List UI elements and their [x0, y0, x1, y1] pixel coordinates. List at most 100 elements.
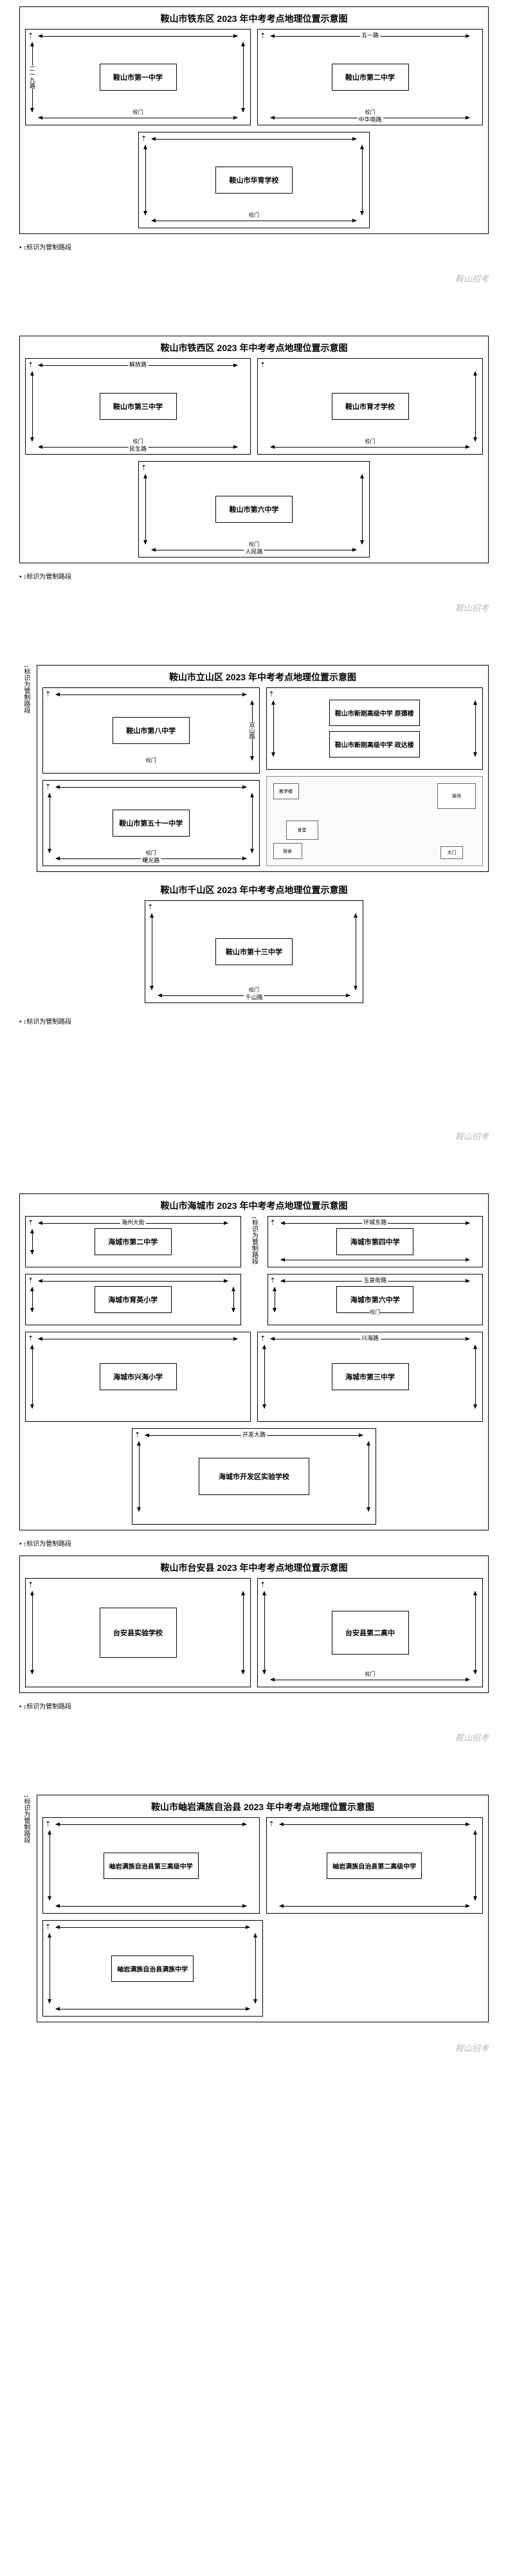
road-label: 五一路: [360, 31, 380, 39]
map-box: ⇡ 开发大路 海城市开发区实验学校: [132, 1428, 376, 1525]
school-name: 鞍山市第八中学: [113, 717, 190, 744]
gate-label: 校门: [146, 757, 156, 764]
compass-icon: ⇡: [260, 32, 266, 40]
legend: ↕标识为管制路段: [19, 1015, 489, 1027]
gate-label: 校门: [146, 849, 156, 857]
gate-label: 校门: [249, 212, 259, 219]
map-box: ⇡ 台安县第二高中 校门: [257, 1578, 483, 1687]
map-box: ⇡ 海州大街 海城市第二中学: [25, 1216, 241, 1267]
map-box: ⇡ 鞍山市华育学校 校门: [138, 132, 370, 228]
map-box: ⇡ 海城市兴海小学: [25, 1332, 251, 1422]
school-name: 岫岩满族自治县第三高级中学: [104, 1853, 199, 1879]
gate-label: 校门: [133, 438, 143, 445]
school-name: 海城市开发区实验学校: [199, 1458, 309, 1495]
compass-icon: ⇡: [260, 1334, 266, 1343]
compass-icon: ⇡: [45, 783, 51, 791]
school-name: 台安县实验学校: [100, 1608, 177, 1658]
road-label: 人民路: [244, 547, 264, 556]
map-box: ⇡ 岫岩满族自治县第三高级中学: [42, 1817, 260, 1914]
compass-icon: ⇡: [147, 903, 153, 911]
row: ⇡ 解放路 民生路 鞍山市第三中学 校门 ⇡ 鞍山市育才学校 校门: [25, 358, 483, 455]
map-box: ⇡ 人民路 鞍山市第六中学 校门: [138, 461, 370, 558]
title-tiexi: 鞍山市铁西区 2023 年中考考点地理位置示意图: [25, 341, 483, 354]
road-label: 曙光路: [141, 856, 161, 864]
multi-school: 鞍山市新刚高级中学 原德楼 鞍山市新刚高级中学 政达楼: [329, 700, 420, 757]
title-haicheng: 鞍山市海城市 2023 年中考考点地理位置示意图: [25, 1199, 483, 1212]
map-box: ⇡ 鞍山市新刚高级中学 原德楼 鞍山市新刚高级中学 政达楼: [266, 687, 484, 770]
compass-icon: ⇡: [270, 1276, 276, 1285]
school-name: 鞍山市第三中学: [100, 393, 177, 420]
school-name: 海城市兴海小学: [100, 1363, 177, 1390]
compass-icon: ⇡: [28, 1581, 33, 1589]
map-box: ⇡ 玉泉街路 海城市第六中学 校门: [268, 1274, 484, 1325]
map-box: ⇡ 双山路 鞍山市第八中学 校门: [42, 687, 260, 774]
school-name: 海城市第二中学: [95, 1228, 172, 1255]
compass-icon: ⇡: [141, 464, 147, 472]
row: ⇡ 人民路 鞍山市第六中学 校门: [25, 461, 483, 558]
compass-icon: ⇡: [270, 1219, 276, 1227]
map-box: ⇡ 解放路 民生路 鞍山市第三中学 校门: [25, 358, 251, 455]
map-box: ⇡ 台安县实验学校: [25, 1578, 251, 1687]
map-box: ⇡ 千山路 鞍山市第十三中学 校门: [145, 900, 363, 1003]
title-qianshan: 鞍山市千山区 2023 年中考考点地理位置示意图: [24, 884, 484, 896]
col: ⇡ 双山路 鞍山市第八中学 校门 ⇡ 曙光路 鞍山市第五十一中学 校门: [42, 687, 260, 866]
road-label: 千山路: [244, 993, 264, 1001]
mini-map: 教学楼 操场 食堂 宿舍 大门: [266, 776, 484, 866]
legend-vertical: ↕标识为管制路段: [19, 1795, 33, 2022]
gate-label: 校门: [249, 541, 259, 548]
row: ⇡ 海州大街 海城市第二中学 ⇡ 海城市育英小学 ↕标识为管制路段 ⇡ 环城东路: [25, 1216, 483, 1325]
compass-icon: ⇡: [45, 1820, 51, 1828]
school-name: 台安县第二高中: [332, 1611, 409, 1655]
road-label: 双山路: [247, 722, 258, 739]
title-xiuyan: 鞍山市岫岩满族自治县 2023 年中考考点地理位置示意图: [42, 1800, 483, 1813]
mini-block: 宿舍: [273, 843, 302, 859]
legend: ↕标识为管制路段: [19, 1537, 489, 1549]
school-name: 鞍山市第一中学: [100, 64, 177, 91]
compass-icon: ⇡: [134, 1431, 140, 1439]
school-name: 岫岩满族自治县第二高级中学: [327, 1853, 422, 1879]
gate-label: 校门: [370, 1309, 380, 1316]
compass-icon: ⇡: [141, 134, 147, 143]
legend-vertical: ↕标识为管制路段: [248, 1216, 261, 1325]
map-box: ⇡ 兴海路 海城市第三中学: [257, 1332, 483, 1422]
row: ⇡ 千山路 鞍山市第十三中学 校门: [24, 900, 484, 1003]
section-lishan-wrapper: ↕标识为管制路段 鞍山市立山区 2023 年中考考点地理位置示意图 ⇡ 双山路 …: [19, 665, 489, 872]
school-name: 鞍山市第十三中学: [215, 938, 293, 965]
watermark: 鞍山招考: [19, 1731, 489, 1743]
school-name: 鞍山市第五十一中学: [113, 810, 190, 837]
watermark: 鞍山招考: [19, 272, 489, 284]
road-label: 海州大街: [120, 1218, 146, 1226]
section-tiexi: 鞍山市铁西区 2023 年中考考点地理位置示意图 ⇡ 解放路 民生路 鞍山市第三…: [19, 336, 489, 563]
section-qianshan: 鞍山市千山区 2023 年中考考点地理位置示意图 ⇡ 千山路 鞍山市第十三中学 …: [19, 878, 489, 1008]
section-tiedong: 鞍山市铁东区 2023 年中考考点地理位置示意图 ⇡ 二一九路 鞍山市第一中学 …: [19, 6, 489, 234]
section-xiuyan: 鞍山市岫岩满族自治县 2023 年中考考点地理位置示意图 ⇡ 岫岩满族自治县第三…: [37, 1795, 489, 2022]
school-name: 鞍山市育才学校: [332, 393, 409, 420]
road-label: 兴海路: [360, 1334, 380, 1342]
compass-icon: ⇡: [28, 361, 33, 369]
compass-icon: ⇡: [45, 690, 51, 698]
map-box: ⇡ 海城市育英小学: [25, 1274, 241, 1325]
gate-label: 校门: [365, 109, 376, 116]
legend: ↕标识为管制路段: [19, 240, 489, 253]
gate-label: 校门: [249, 986, 259, 993]
compass-icon: ⇡: [260, 361, 266, 369]
row: ⇡ 岫岩满族自治县第三高级中学 ⇡ 岫岩满族自治县第二高级中学: [42, 1817, 483, 1914]
row: ⇡ 开发大路 海城市开发区实验学校: [25, 1428, 483, 1525]
row: ⇡ 鞍山市华育学校 校门: [25, 132, 483, 228]
title-taian: 鞍山市台安县 2023 年中考考点地理位置示意图: [25, 1561, 483, 1574]
section-haicheng: 鞍山市海城市 2023 年中考考点地理位置示意图 ⇡ 海州大街 海城市第二中学 …: [19, 1193, 489, 1530]
row: ⇡ 海城市兴海小学 ⇡ 兴海路 海城市第三中学: [25, 1332, 483, 1422]
row: ⇡ 台安县实验学校 ⇡ 台安县第二高中 校门: [25, 1578, 483, 1687]
title-lishan: 鞍山市立山区 2023 年中考考点地理位置示意图: [42, 671, 483, 684]
title-tiedong: 鞍山市铁东区 2023 年中考考点地理位置示意图: [25, 12, 483, 25]
compass-icon: ⇡: [260, 1581, 266, 1589]
school-name: 鞍山市第六中学: [215, 496, 293, 523]
school-name: 海城市育英小学: [95, 1286, 172, 1313]
compass-icon: ⇡: [269, 690, 275, 698]
school-name: 鞍山市第二中学: [332, 64, 409, 91]
watermark: 鞍山招考: [19, 2042, 489, 2054]
map-box: ⇡ 环城东路 海城市第四中学: [268, 1216, 484, 1267]
row: ⇡ 双山路 鞍山市第八中学 校门 ⇡ 曙光路 鞍山市第五十一中学 校门: [42, 687, 483, 866]
section-lishan: 鞍山市立山区 2023 年中考考点地理位置示意图 ⇡ 双山路 鞍山市第八中学 校…: [37, 665, 489, 872]
watermark: 鞍山招考: [19, 601, 489, 613]
